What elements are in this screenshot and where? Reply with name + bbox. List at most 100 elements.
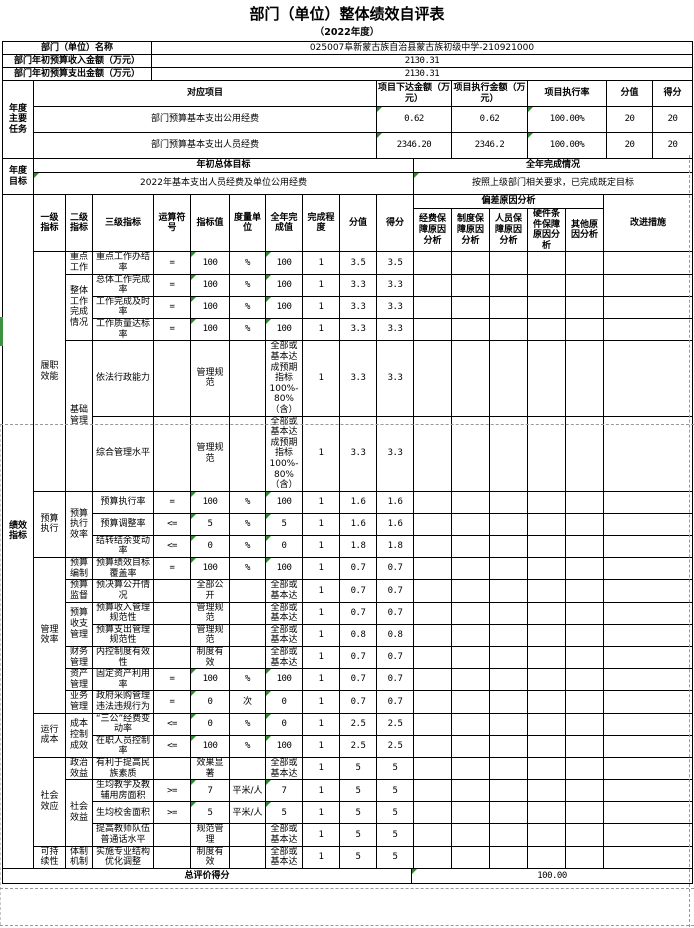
fund-reason-cell [413,845,452,869]
total-score-value: 100.00 [411,867,693,884]
score-cell: 1.6 [376,512,414,536]
hardware-reason-cell [527,295,566,320]
other-reason-cell [564,601,605,625]
other-reason-cell [564,534,605,559]
actual-value-cell: 5 [265,512,303,536]
improvement-cell [603,534,694,559]
fund-reason-cell [413,623,452,647]
unit-cell: % [229,490,266,514]
score-cell: 0.7 [376,668,414,692]
improvement-cell [603,251,694,275]
level3-indicator-cell: 政府采购管理违法违规行为 [92,690,154,714]
level2-indicator-cell: 基础管理 [65,340,93,492]
task-rate: 100.00% [527,106,607,133]
fund-reason-cell [413,415,452,492]
tasks-header-max: 分值 [606,80,653,107]
indicators-subheader-row: 经费保障原因分析 制度保障原因分析 人员保障原因分析 硬件条件保障原因分析 其他… [3,207,693,253]
unit-cell: % [229,318,266,342]
unit-cell [229,601,266,625]
improvement-cell [603,668,694,692]
table-row: 部门预算基本支出公用经费 0.62 0.62 100.00% 20 20 [3,106,693,133]
actual-value-cell: 100 [265,490,303,514]
other-reason-cell [564,801,605,825]
other-reason-cell [564,251,605,275]
indicator-row: 预算支出管理规范性 管理规范 全部或基本达 1 0.8 0.8 [3,623,694,647]
total-score-label: 总评价得分 [2,867,412,884]
hardware-reason-cell [527,801,566,825]
operator-cell: <= [153,534,191,559]
tasks-header-rate: 项目执行率 [527,80,607,107]
completion-degree-cell: 1 [302,318,340,342]
score-cell: 3.3 [376,340,414,417]
indicator-row: 履职效能 重点工作 重点工作办结率 = 100% 100 1 3.5 3.5 [3,251,694,492]
target-value-cell: 100 [190,295,230,320]
max-score-cell: 3.3 [339,273,377,297]
improvement-cell [603,779,694,803]
max-score-cell: 0.7 [339,557,377,581]
actual-value-cell: 5 [265,801,303,825]
total-score-table: 总评价得分 100.00 [2,867,693,884]
fund-reason-cell [413,690,452,714]
max-score-cell: 2.5 [339,734,377,759]
level3-indicator-cell: 工作质量达标率 [92,318,154,342]
score-cell: 5 [376,757,414,781]
actual-value-cell: 全部或基本达 [265,757,303,781]
staff-reason-cell [489,690,528,714]
header-actual: 全年完成值 [265,193,303,253]
unit-cell: % [229,534,266,559]
target-value-cell: 100 [190,668,230,692]
completion-degree-cell: 1 [302,295,340,320]
target-value-cell: 制度有效 [190,645,230,670]
unit-cell: 次 [229,690,266,714]
fund-reason-cell [413,251,452,275]
staff-reason-cell [489,601,528,625]
completion-degree-cell: 1 [302,690,340,714]
improvement-cell [603,601,694,625]
system-reason-cell [451,779,490,803]
task-executed: 2346.2 [451,132,528,159]
indicator-row: 可持续性 体制机制 实施专业结构优化调整 制度有效 全部或基本达 1 5 5 [3,845,694,869]
actual-value-cell: 100 [265,251,303,275]
level2-indicator-cell: 社会效益 [65,779,93,847]
level1-indicator-cell: 管理效率 [33,557,66,714]
indicator-row: 业务管理 政府采购管理违法违规行为 = 0 次 0 1 0.7 0.7 [3,690,694,714]
section-label-indicators: 绩效指标 [2,194,34,869]
budget-income-value: 2130.31 [151,54,693,68]
header-other-reason: 其他原因分析 [564,207,605,253]
operator-cell [153,645,191,670]
level3-indicator-cell: 在职人员控制率 [92,734,154,759]
level2-indicator-cell: 预算编制 [65,557,93,581]
system-reason-cell [451,415,490,492]
tasks-header-issued: 项目下达金额（万元） [376,80,452,107]
tasks-table: 年度主要任务 对应项目 项目下达金额（万元） 项目执行金额（万元） 项目执行率 … [2,80,693,159]
completion-degree-cell: 1 [302,734,340,759]
fund-reason-cell [413,557,452,581]
staff-reason-cell [489,668,528,692]
hardware-reason-cell [527,579,566,603]
table-row: 2022年基本支出人员经费及单位公用经费 按照上级部门相关要求，已完成既定目标 [3,172,693,195]
level2-indicator-cell: 整体工作完成情况 [65,273,93,342]
task-max: 20 [606,106,653,133]
indicator-row: 运行成本 成本控制成效 “三公”经费变动率 <= 0% 0 1 2.5 2.5 [3,712,694,759]
score-cell: 5 [376,801,414,825]
level3-indicator-cell: 生均校舍面积 [92,801,154,825]
hardware-reason-cell [527,645,566,670]
level3-indicator-cell: 预算执行率 [92,490,154,514]
system-reason-cell [451,251,490,275]
other-reason-cell [564,668,605,692]
hardware-reason-cell [527,757,566,781]
actual-value-cell: 100 [265,668,303,692]
target-value-cell: 0 [190,534,230,559]
fund-reason-cell [413,823,452,847]
staff-reason-cell [489,512,528,536]
indicator-row: 结转结余变动率 <= 0% 0 1 1.8 1.8 [3,534,694,559]
completion-degree-cell: 1 [302,579,340,603]
max-score-cell: 1.6 [339,512,377,536]
completion-degree-cell: 1 [302,273,340,297]
fund-reason-cell [413,295,452,320]
table-row: 部门预算基本支出人员经费 2346.20 2346.2 100.00% 20 2… [3,132,693,159]
target-value-cell: 100 [190,251,230,275]
improvement-cell [603,757,694,781]
actual-value-cell: 100 [265,273,303,297]
operator-cell [153,579,191,603]
